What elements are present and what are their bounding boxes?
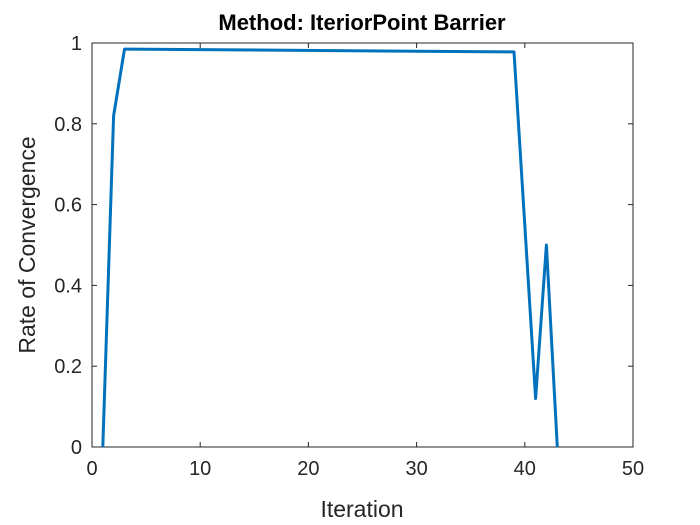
x-tick-label: 40 — [514, 458, 536, 480]
y-tick-label: 0 — [71, 437, 82, 459]
x-tick-label: 0 — [86, 458, 97, 480]
y-tick-label: 0.4 — [54, 275, 82, 297]
plot-area — [91, 42, 634, 448]
x-axis-label: Iteration — [320, 496, 403, 522]
series-line — [101, 47, 559, 448]
x-tick-label: 20 — [297, 458, 319, 480]
x-tick-label: 30 — [405, 458, 427, 480]
x-axis: 0 10 20 30 40 50 — [86, 43, 644, 480]
y-axis-label: Rate of Convergence — [14, 136, 40, 353]
y-tick-label: 1 — [71, 33, 82, 55]
x-tick-label: 50 — [622, 458, 644, 480]
y-tick-label: 0.8 — [54, 114, 82, 136]
series-layer — [101, 47, 559, 448]
y-tick-label: 0.2 — [54, 356, 82, 378]
y-tick-label: 0.6 — [54, 195, 82, 217]
x-tick-label: 10 — [189, 458, 211, 480]
y-axis: 0 0.2 0.4 0.6 0.8 1 — [54, 33, 633, 459]
chart-title: Method: IteriorPoint Barrier — [218, 10, 506, 35]
